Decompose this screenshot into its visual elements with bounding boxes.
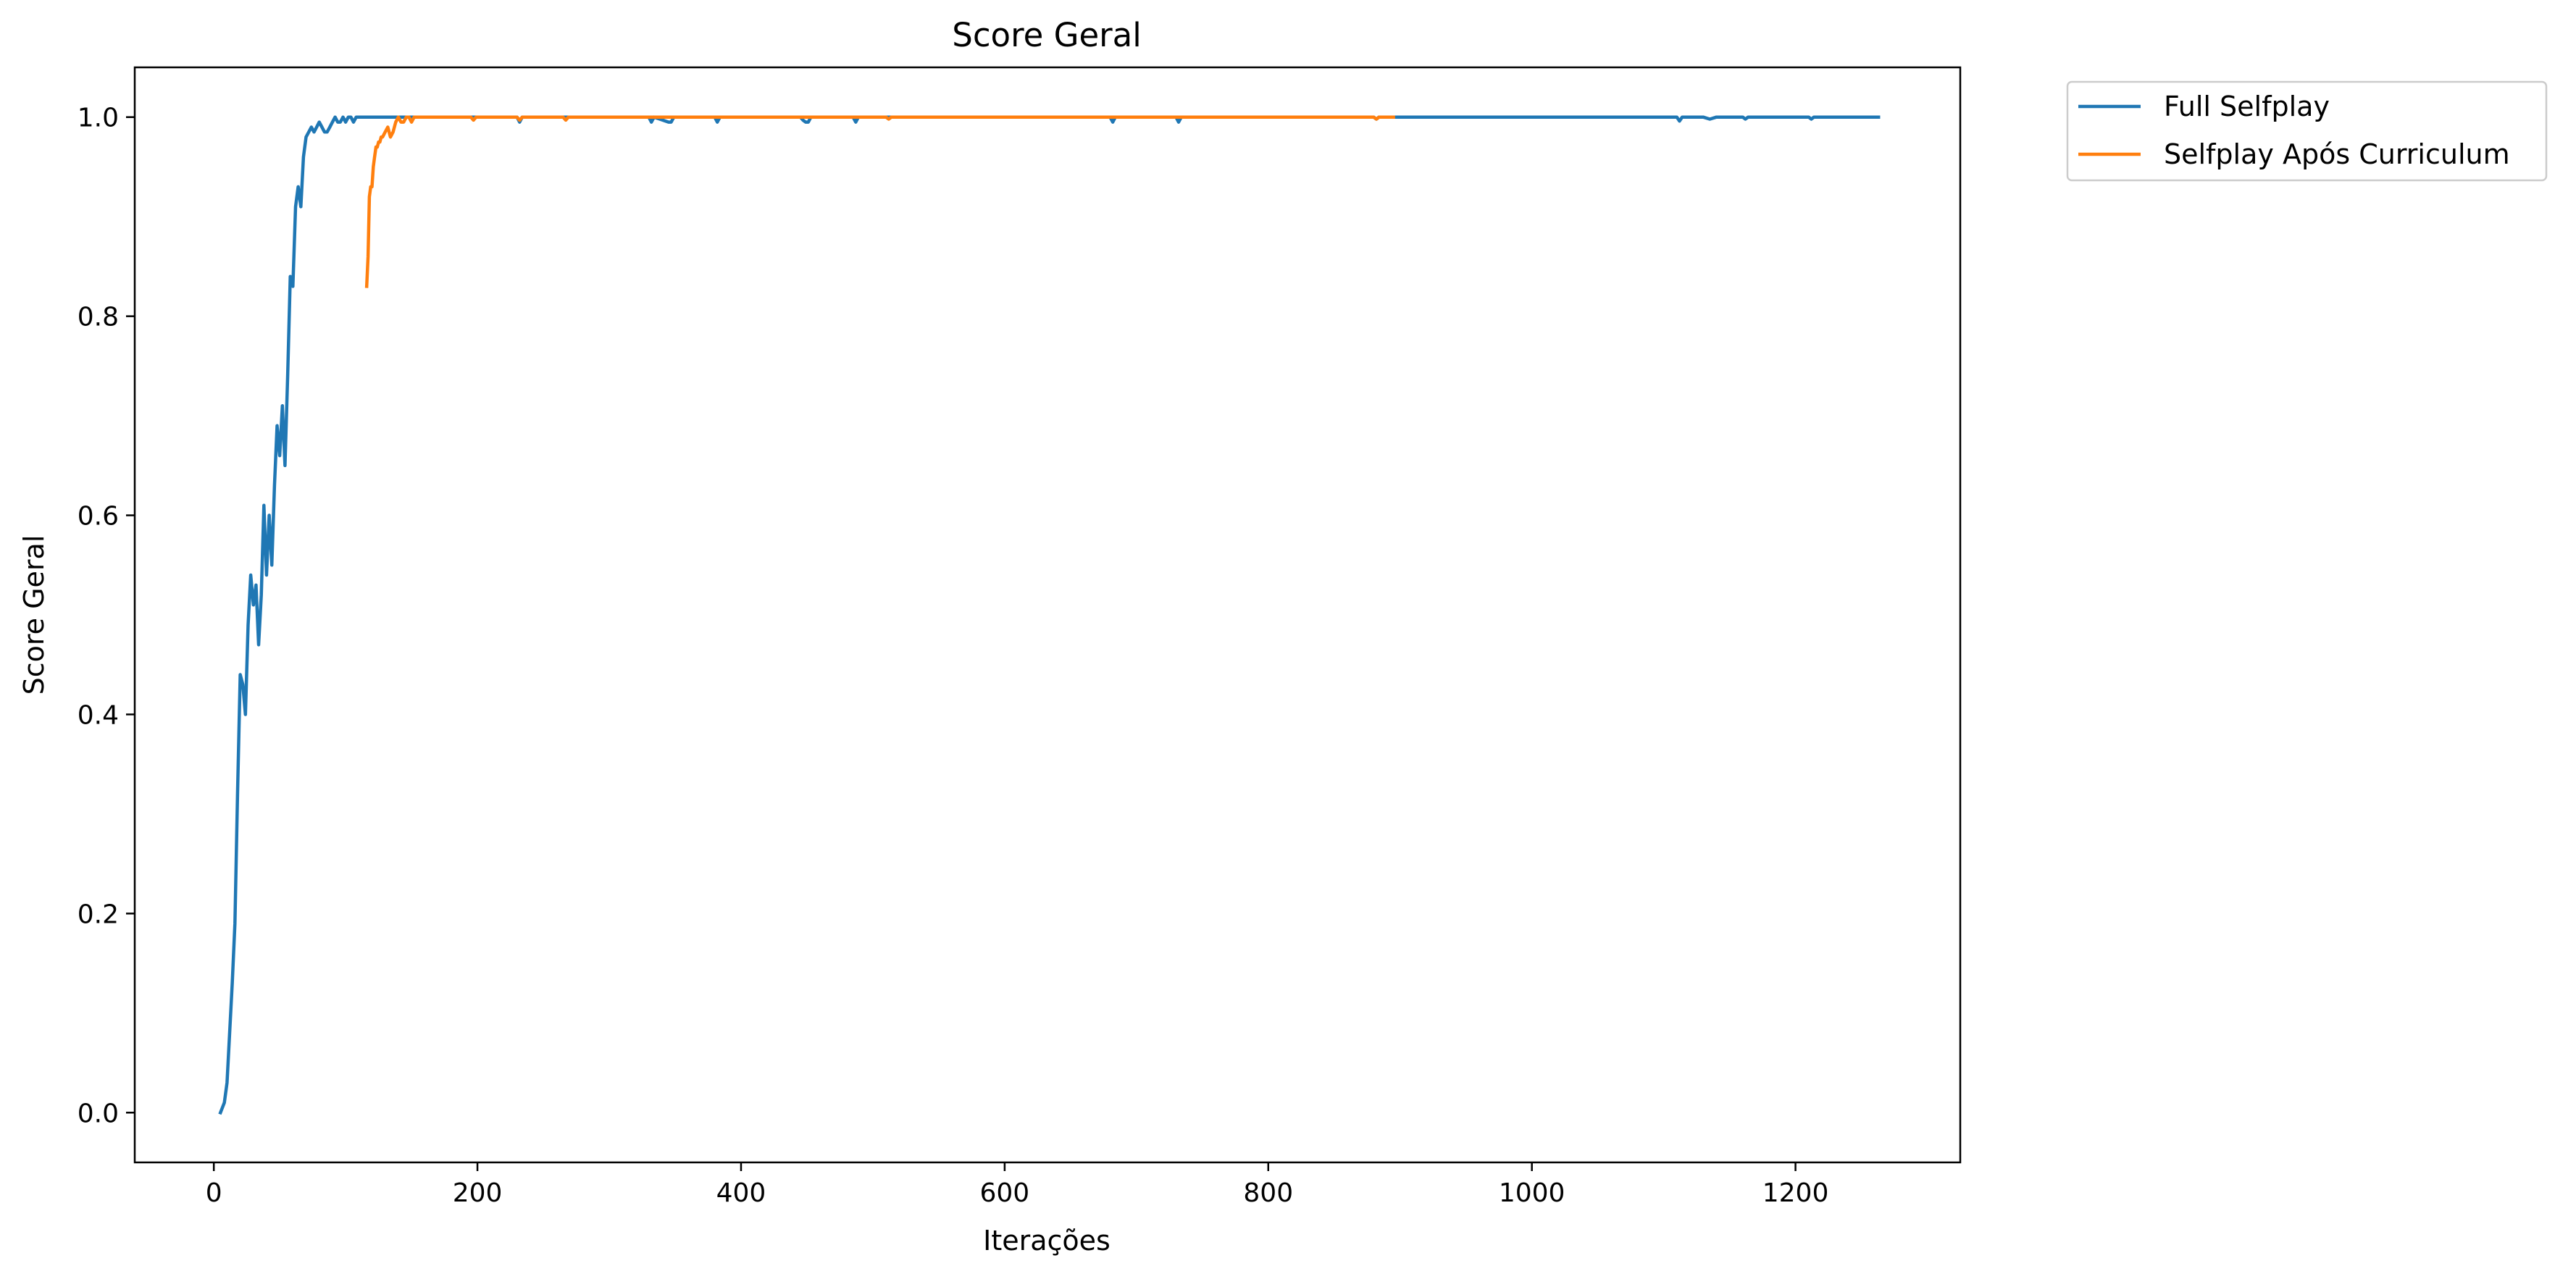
legend-label-selfplay-apos-curriculum: Selfplay Após Curriculum <box>2164 138 2510 170</box>
x-tick-label: 0 <box>206 1178 222 1208</box>
x-axis-label: Iterações <box>983 1225 1111 1257</box>
y-axis-label: Score Geral <box>18 535 50 695</box>
series-line-1 <box>364 115 1395 288</box>
y-tick-label: 0.8 <box>78 303 119 332</box>
chart-title: Score Geral <box>952 16 1141 54</box>
x-tick-label: 1200 <box>1762 1178 1829 1208</box>
x-tick-label: 400 <box>716 1178 766 1208</box>
y-tick-label: 0.6 <box>78 502 119 532</box>
x-tick-label: 800 <box>1243 1178 1293 1208</box>
legend: Full Selfplay Selfplay Após Curriculum <box>2066 80 2548 182</box>
x-axis: 0 200 400 600 800 1000 1200 <box>206 1162 1829 1208</box>
x-tick-label: 200 <box>453 1178 503 1208</box>
y-tick-label: 0.2 <box>78 900 119 929</box>
plot-series <box>218 115 1881 1115</box>
y-tick-label: 0.4 <box>78 700 119 730</box>
x-tick-label: 1000 <box>1499 1178 1565 1208</box>
y-tick-label: 0.0 <box>78 1099 119 1128</box>
y-axis: 0.0 0.2 0.4 0.6 0.8 1.0 <box>78 104 135 1128</box>
x-tick-label: 600 <box>980 1178 1030 1208</box>
legend-frame <box>2066 80 2548 182</box>
series-line-0 <box>218 115 1881 1115</box>
plot-frame <box>133 66 1962 1164</box>
legend-label-full-selfplay: Full Selfplay <box>2164 91 2330 122</box>
y-tick-label: 1.0 <box>78 104 119 133</box>
